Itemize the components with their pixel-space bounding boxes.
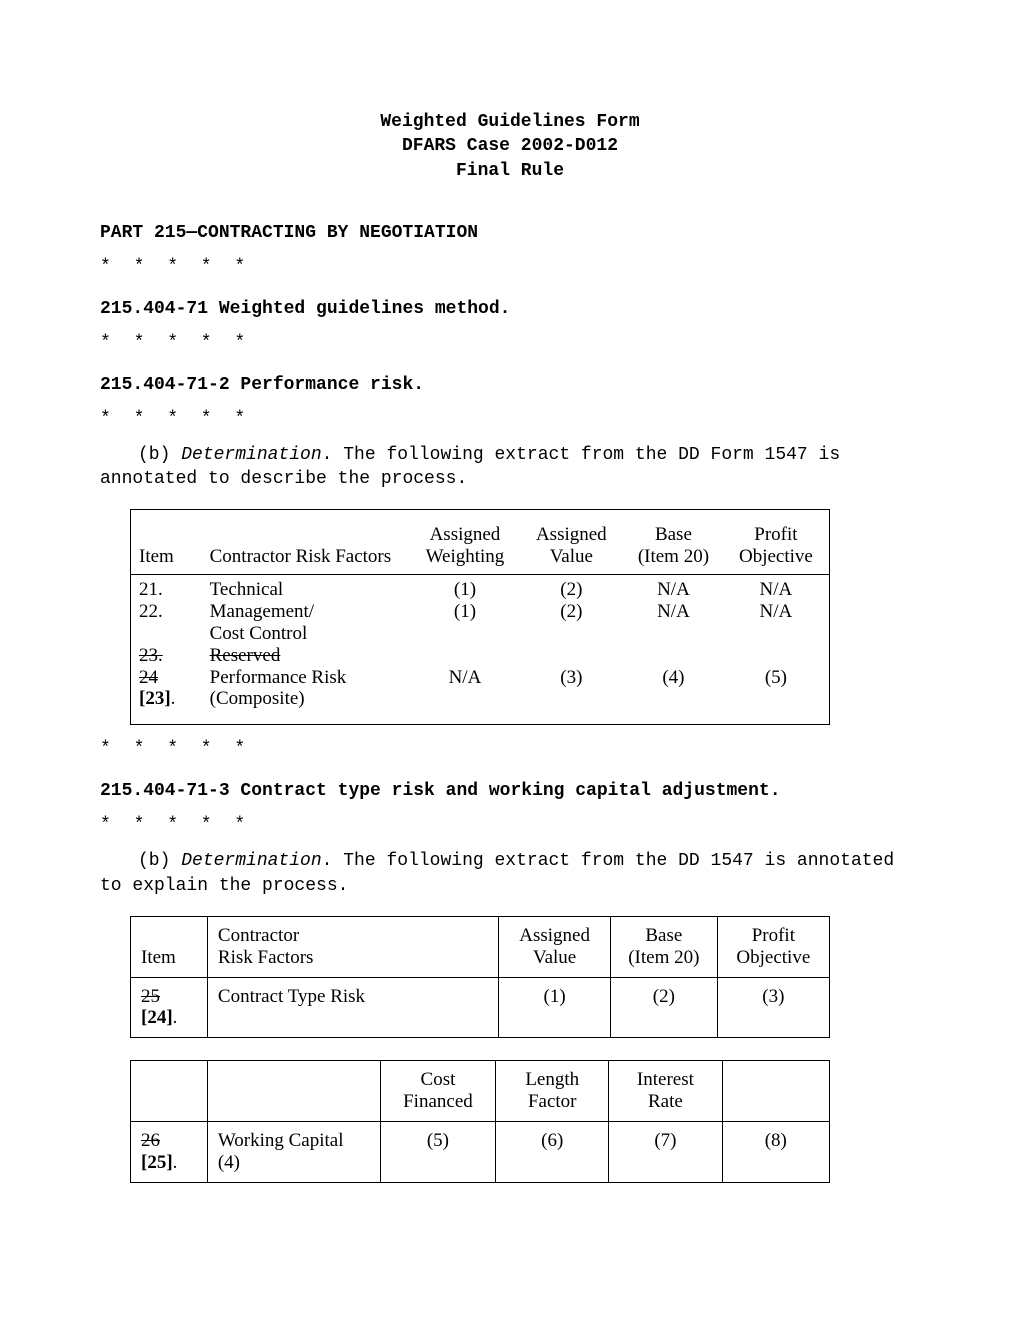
cell-base: N/A N/A (4) xyxy=(624,575,723,725)
th-item-2: Item xyxy=(131,916,208,977)
cell-item-3: 26 [25]. xyxy=(131,1121,208,1182)
th-value-2: AssignedValue xyxy=(499,916,611,977)
stars-1: * * * * * xyxy=(100,257,920,277)
cell-risk-2: Contract Type Risk xyxy=(207,977,498,1038)
cell-value-2: (1) xyxy=(499,977,611,1038)
paragraph-71-3-b: (b) Determination. The following extract… xyxy=(100,849,920,898)
cell-interest: (7) xyxy=(609,1121,722,1182)
part-heading: PART 215—CONTRACTING BY NEGOTIATION xyxy=(100,223,920,243)
cell-risk: Technical Management/ Cost Control Reser… xyxy=(202,575,412,725)
document-header: Weighted Guidelines Form DFARS Case 2002… xyxy=(100,110,920,183)
paragraph-71-2-b: (b) Determination. The following extract… xyxy=(100,443,920,492)
table-performance-risk: Item Contractor Risk Factors AssignedWei… xyxy=(130,509,830,725)
cell-profit: N/A N/A (5) xyxy=(723,575,830,725)
th-blank-3 xyxy=(722,1061,829,1122)
th-base: Base(Item 20) xyxy=(624,510,723,575)
th-interest: InterestRate xyxy=(609,1061,722,1122)
th-profit: ProfitObjective xyxy=(723,510,830,575)
cell-item: 21. 22. 23. 24 [23]. xyxy=(131,575,202,725)
cell-last: (8) xyxy=(722,1121,829,1182)
header-line-3: Final Rule xyxy=(100,159,920,183)
para-italic: Determination xyxy=(181,445,321,465)
th-value: AssignedValue xyxy=(519,510,624,575)
cell-item-2: 25 [24]. xyxy=(131,977,208,1038)
th-length: LengthFactor xyxy=(496,1061,609,1122)
table-working-capital: CostFinanced LengthFactor InterestRate 2… xyxy=(130,1060,830,1183)
stars-4: * * * * * xyxy=(100,739,920,759)
th-blank-1 xyxy=(131,1061,208,1122)
stars-5: * * * * * xyxy=(100,815,920,835)
header-line-1: Weighted Guidelines Form xyxy=(100,110,920,134)
cell-length: (6) xyxy=(496,1121,609,1182)
table-contract-type-risk: Item ContractorRisk Factors AssignedValu… xyxy=(130,916,830,1038)
para-prefix-2: (b) xyxy=(138,851,181,871)
section-404-71-3: 215.404-71-3 Contract type risk and work… xyxy=(100,781,920,801)
section-404-71: 215.404-71 Weighted guidelines method. xyxy=(100,299,920,319)
th-item: Item xyxy=(131,510,202,575)
table-row: 25 [24]. Contract Type Risk (1) (2) (3) xyxy=(131,977,830,1038)
cell-value: (2) (2) (3) xyxy=(519,575,624,725)
para-prefix: (b) xyxy=(138,445,181,465)
cell-base-2: (2) xyxy=(611,977,718,1038)
para-italic-2: Determination xyxy=(181,851,321,871)
stars-3: * * * * * xyxy=(100,409,920,429)
th-profit-2: ProfitObjective xyxy=(717,916,829,977)
table-row: 21. 22. 23. 24 [23]. Technical Managemen… xyxy=(131,575,830,725)
th-risk-2: ContractorRisk Factors xyxy=(207,916,498,977)
document-page: Weighted Guidelines Form DFARS Case 2002… xyxy=(0,0,1020,1265)
th-cost: CostFinanced xyxy=(380,1061,496,1122)
cell-weighting: (1) (1) N/A xyxy=(411,575,518,725)
table-row: 26 [25]. Working Capital (4) (5) (6) (7)… xyxy=(131,1121,830,1182)
th-blank-2 xyxy=(207,1061,380,1122)
header-line-2: DFARS Case 2002-D012 xyxy=(100,134,920,158)
cell-cost: (5) xyxy=(380,1121,496,1182)
cell-profit-2: (3) xyxy=(717,977,829,1038)
th-base-2: Base(Item 20) xyxy=(611,916,718,977)
section-404-71-2: 215.404-71-2 Performance risk. xyxy=(100,375,920,395)
cell-wc-label: Working Capital (4) xyxy=(207,1121,380,1182)
th-risk: Contractor Risk Factors xyxy=(202,510,412,575)
th-weighting: AssignedWeighting xyxy=(411,510,518,575)
stars-2: * * * * * xyxy=(100,333,920,353)
